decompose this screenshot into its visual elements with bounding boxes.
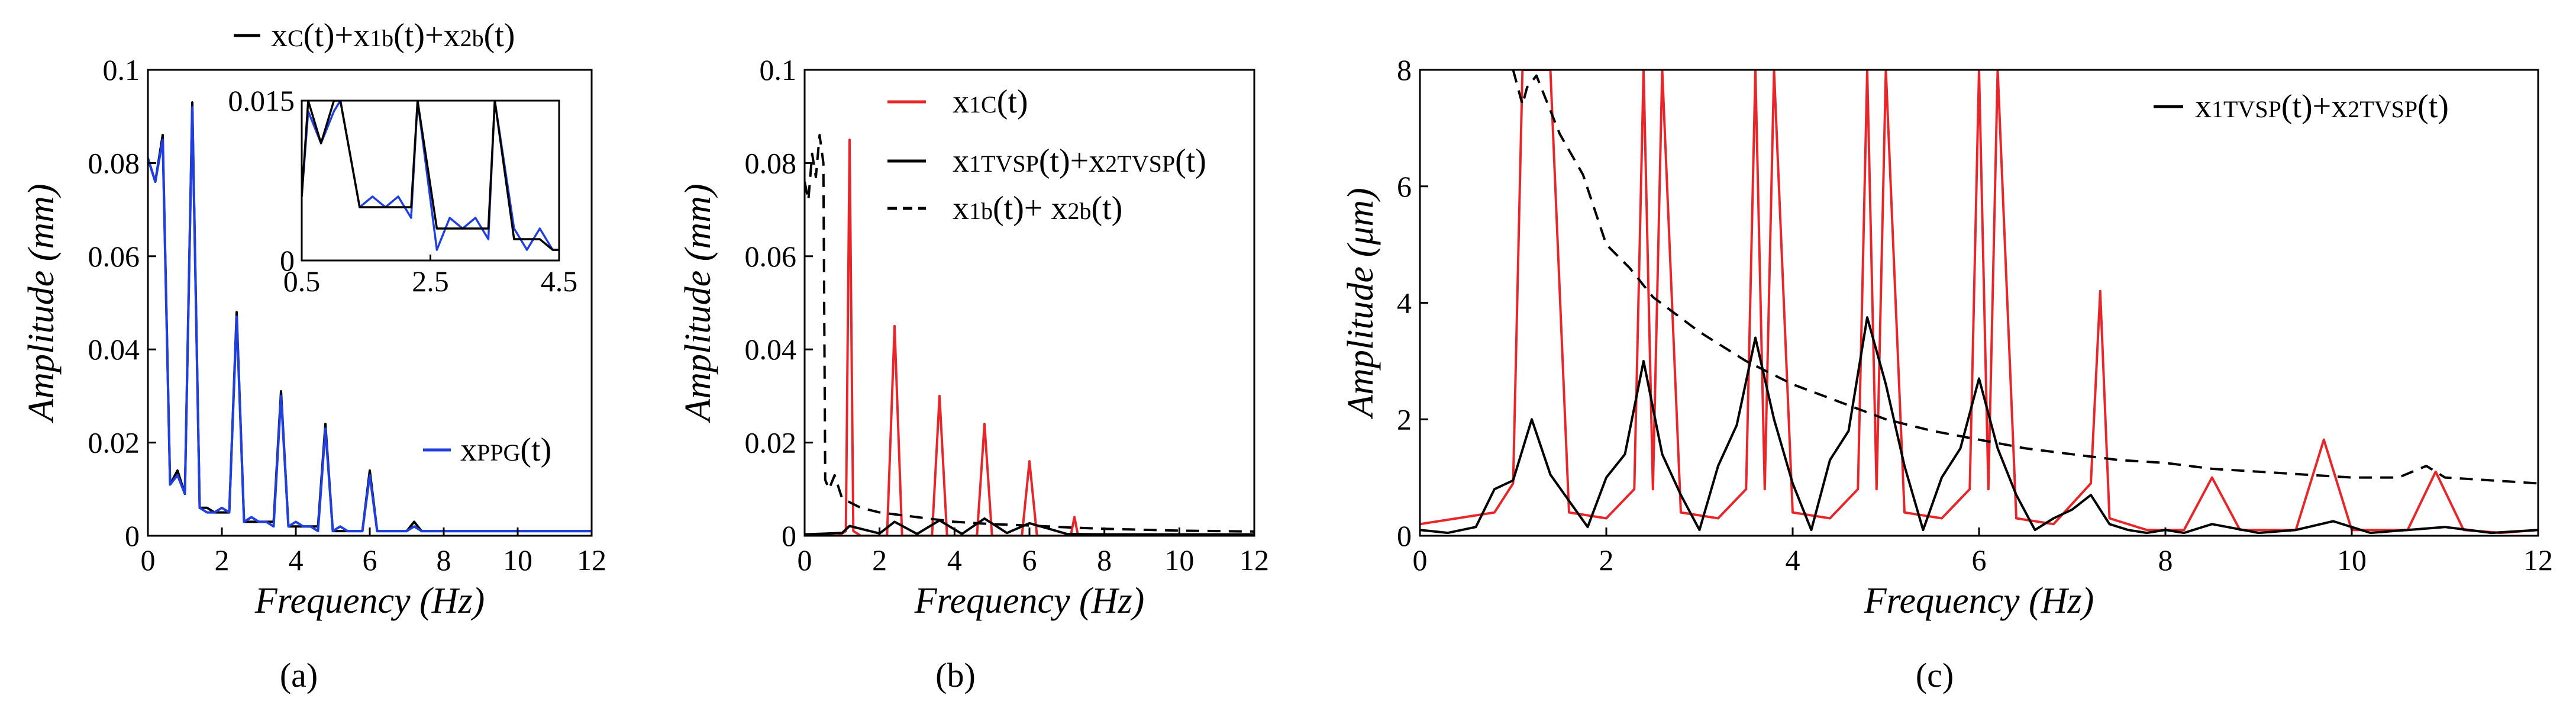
y-tick-label: 0.04 xyxy=(88,333,140,366)
series-line-x1C(t) xyxy=(1420,70,2538,535)
y-axis-label: Amplitude (mm) xyxy=(21,184,62,423)
x-tick-label: 10 xyxy=(2337,543,2367,577)
series-line-x1TVSP(t)+x2TVSP(t) xyxy=(1420,316,2538,535)
x-tick-label: 8 xyxy=(2158,543,2173,577)
x-tick-label: 0 xyxy=(798,543,812,577)
x-axis-label: Frequency (Hz) xyxy=(1864,581,2094,621)
inset-y-tick-label: 0 xyxy=(280,244,295,277)
y-tick-label: 8 xyxy=(1397,53,1412,86)
x-tick-label: 6 xyxy=(363,543,377,577)
legend-label-b1: x1TVSP(t)+x2TVSP(t) xyxy=(953,143,1206,179)
legend: x1C(t) x1TVSP(t)+x2TVSP(t) x1b(t)+ x2b(t) xyxy=(887,83,1206,227)
x-tick-label: 2 xyxy=(215,543,230,577)
x-tick-label: 0 xyxy=(1413,543,1428,577)
inset-y-tick-label: 0.015 xyxy=(228,84,295,117)
legend-label-c0: x1TVSP(t)+x2TVSP(t) xyxy=(2195,88,2449,125)
legend: xC(t)+x1b(t)+x2b(t) xPPG(t) xyxy=(234,17,551,468)
x-tick-label: 12 xyxy=(1239,543,1269,577)
x-tick-label: 10 xyxy=(1164,543,1194,577)
y-tick-label: 6 xyxy=(1397,170,1412,203)
panel-label-c: (c) xyxy=(1916,656,1954,694)
y-tick-label: 0 xyxy=(1397,519,1412,552)
x-tick-label: 12 xyxy=(577,543,606,577)
y-tick-label: 0.06 xyxy=(88,240,140,273)
series-line-x1b(t)+ x2b(t) xyxy=(1512,70,2538,485)
x-tick-label: 8 xyxy=(437,543,451,577)
series-line-x1TVSP(t)+x2TVSP(t) xyxy=(805,517,1254,536)
panel-a: 0 2 4 6 8 10 12 0 0.02 0.04 0.06 0.08 0.1 Frequency (… xyxy=(21,17,606,621)
inset-x-tick-label: 4.5 xyxy=(541,265,578,298)
y-tick-label: 2 xyxy=(1397,403,1412,436)
y-tick-label: 0.04 xyxy=(745,333,797,366)
x-tick-label: 6 xyxy=(1972,543,1987,577)
series-group xyxy=(1420,70,2538,535)
x-axis-label: Frequency (Hz) xyxy=(914,581,1144,621)
inset: 0.5 2.5 4.5 0 0.015 xyxy=(228,84,578,298)
x-tick-label: 6 xyxy=(1022,543,1037,577)
series-group xyxy=(805,134,1254,536)
x-tick-label: 4 xyxy=(947,543,962,577)
y-tick-label: 0.02 xyxy=(745,426,797,459)
y-tick-label: 0 xyxy=(125,519,140,552)
x-tick-label: 0 xyxy=(141,543,156,577)
series-line-x1C(t) xyxy=(805,139,1254,536)
x-tick-label: 12 xyxy=(2523,543,2553,577)
y-tick-label: 0.08 xyxy=(745,146,797,179)
x-tick-label: 2 xyxy=(872,543,887,577)
panel-label-a: (a) xyxy=(280,656,318,694)
x-tick-label: 4 xyxy=(1786,543,1800,577)
y-tick-label: 0.02 xyxy=(88,426,140,459)
y-axis-label: Amplitude (mm) xyxy=(678,184,718,423)
y-tick-label: 4 xyxy=(1397,287,1412,320)
legend-label-b2: x1b(t)+ x2b(t) xyxy=(953,190,1122,227)
legend-label-a1: xPPG(t) xyxy=(460,432,551,468)
legend-label-b0: x1C(t) xyxy=(953,83,1028,120)
panel-c: 0 2 4 6 8 10 12 0 2 4 6 8 Frequency (Hz) Amplitude (μ… xyxy=(1341,53,2553,621)
y-tick-label: 0.06 xyxy=(745,240,797,273)
y-tick-label: 0.1 xyxy=(103,53,140,86)
panel-label-b: (b) xyxy=(935,656,976,694)
y-tick-label: 0.1 xyxy=(760,53,797,86)
inset-series-group xyxy=(302,101,559,251)
legend-label-a0: xC(t)+x1b(t)+x2b(t) xyxy=(271,17,515,54)
y-axis-label: Amplitude (μm) xyxy=(1341,188,1381,420)
inset-series-line-xC(t)+x1b(t)+x2b(t) xyxy=(302,101,559,251)
y-tick-label: 0 xyxy=(782,519,796,552)
panel-b: 0 2 4 6 8 10 12 0 0.02 0.04 0.06 0.08 0.1 Frequency (… xyxy=(678,53,1269,621)
x-tick-label: 8 xyxy=(1097,543,1112,577)
inset-x-tick-label: 0.5 xyxy=(283,265,321,298)
legend: x1TVSP(t)+x2TVSP(t) xyxy=(2154,88,2449,125)
x-tick-label: 4 xyxy=(289,543,304,577)
plot-frame xyxy=(1419,69,2539,537)
inset-x-tick-label: 2.5 xyxy=(412,265,449,298)
series-line-x1b(t)+ x2b(t) xyxy=(805,134,1254,533)
x-tick-label: 10 xyxy=(503,543,532,577)
x-axis-label: Frequency (Hz) xyxy=(254,581,485,621)
y-tick-label: 0.08 xyxy=(88,146,140,179)
x-tick-label: 2 xyxy=(1599,543,1614,577)
